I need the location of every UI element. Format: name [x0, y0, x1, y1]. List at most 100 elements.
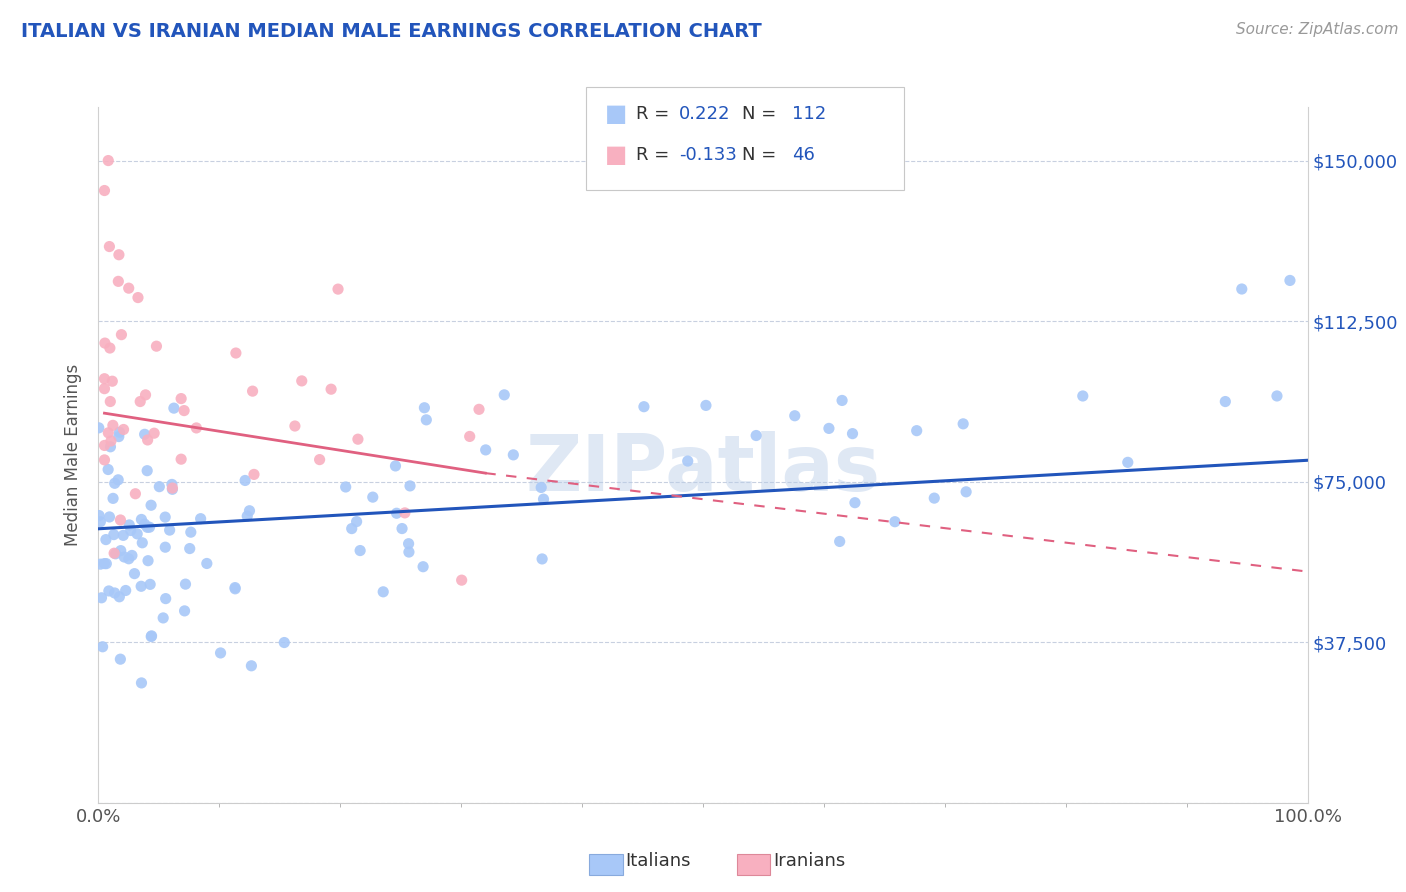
Point: [412, 559, 434, 574]
Point: [346, 515, 368, 529]
Point: [818, 421, 841, 435]
Point: [190, 511, 212, 525]
Point: [179, 541, 201, 556]
Point: [100, 434, 122, 448]
Point: [129, 394, 152, 409]
Point: [139, 577, 162, 591]
Point: [110, 513, 132, 527]
Point: [135, 388, 157, 402]
Point: [533, 492, 555, 507]
Point: [134, 517, 156, 532]
Text: ■: ■: [605, 144, 627, 167]
Point: [143, 426, 166, 441]
Point: [112, 422, 135, 436]
Point: [240, 658, 263, 673]
Point: [145, 339, 167, 353]
Point: [347, 432, 370, 446]
Text: 112: 112: [792, 105, 825, 123]
Point: [349, 543, 371, 558]
Point: [89, 557, 111, 571]
Point: [159, 523, 181, 537]
Point: [97, 425, 120, 440]
Point: [101, 374, 124, 388]
Point: [450, 573, 472, 587]
Point: [136, 554, 159, 568]
Point: [103, 527, 125, 541]
Point: [110, 543, 132, 558]
Point: [236, 509, 259, 524]
Point: [93, 184, 115, 198]
Point: [413, 401, 436, 415]
Point: [1278, 273, 1301, 287]
Text: -0.133: -0.133: [679, 146, 737, 164]
Point: [502, 448, 524, 462]
Point: [112, 528, 135, 542]
Point: [124, 566, 146, 581]
Point: [209, 646, 232, 660]
Point: [841, 426, 863, 441]
Point: [93, 372, 115, 386]
Point: [173, 604, 195, 618]
Point: [93, 382, 115, 396]
Point: [136, 433, 159, 447]
Point: [238, 504, 260, 518]
Point: [162, 483, 184, 497]
Point: [233, 474, 256, 488]
Point: [458, 429, 481, 443]
Point: [153, 510, 176, 524]
Point: [163, 401, 186, 416]
Point: [100, 440, 122, 454]
Point: [385, 506, 408, 520]
Point: [186, 421, 208, 435]
Point: [1116, 455, 1139, 469]
Point: [131, 676, 153, 690]
Point: [391, 522, 413, 536]
Point: [107, 473, 129, 487]
Text: Italians: Italians: [626, 852, 692, 870]
Point: [284, 419, 307, 434]
Point: [91, 640, 114, 654]
Point: [180, 525, 202, 540]
Point: [474, 442, 496, 457]
Point: [633, 400, 655, 414]
Point: [905, 424, 928, 438]
Point: [131, 536, 153, 550]
Point: [398, 545, 420, 559]
Point: [531, 552, 554, 566]
Text: Iranians: Iranians: [773, 852, 845, 870]
Point: [94, 533, 117, 547]
Point: [104, 586, 127, 600]
Point: [155, 540, 177, 554]
Point: [273, 635, 295, 649]
Point: [110, 652, 132, 666]
Point: [104, 476, 127, 491]
Point: [242, 384, 264, 398]
Point: [160, 477, 183, 491]
Point: [98, 239, 121, 253]
Point: [361, 490, 384, 504]
Point: [101, 418, 124, 433]
Text: 46: 46: [792, 146, 814, 164]
Text: R =: R =: [636, 146, 675, 164]
Point: [98, 394, 121, 409]
Point: [118, 281, 141, 295]
Point: [136, 520, 159, 534]
Point: [108, 248, 131, 262]
Point: [90, 591, 112, 605]
Point: [98, 510, 121, 524]
Point: [326, 282, 349, 296]
Point: [114, 583, 136, 598]
Point: [148, 480, 170, 494]
Text: N =: N =: [742, 146, 782, 164]
Point: [136, 464, 159, 478]
Point: [112, 549, 135, 564]
Point: [831, 393, 853, 408]
Point: [170, 452, 193, 467]
Point: [308, 452, 330, 467]
Point: [134, 427, 156, 442]
Point: [1230, 282, 1253, 296]
Point: [1265, 389, 1288, 403]
Point: [107, 429, 129, 443]
Point: [121, 549, 143, 563]
Point: [394, 506, 416, 520]
